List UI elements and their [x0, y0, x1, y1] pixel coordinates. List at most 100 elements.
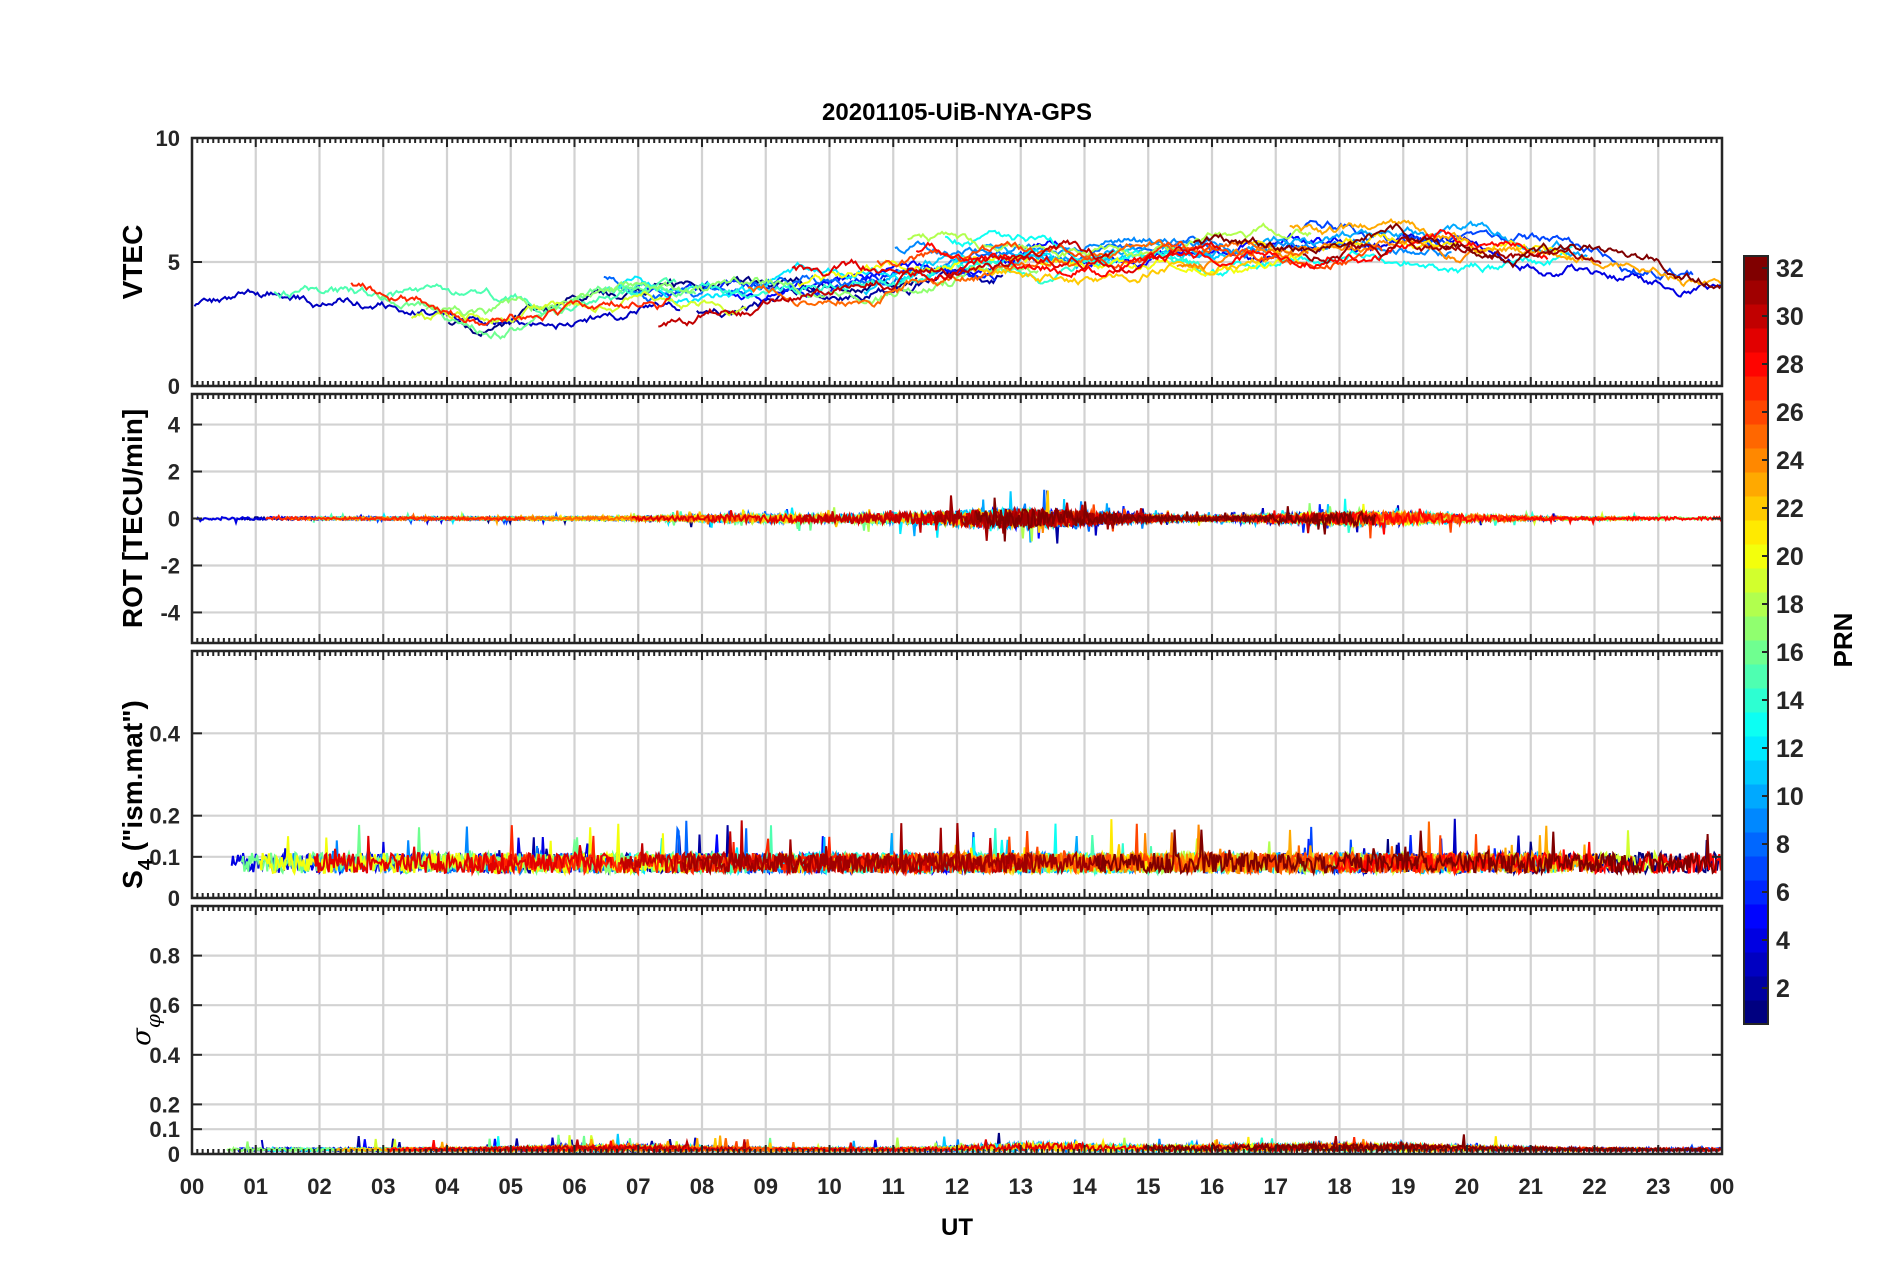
colorbar-tick-label: 30: [1776, 303, 1804, 331]
sigphi-y-tick-label: 0.1: [149, 1117, 180, 1142]
sigphi-y-tick-label: 0.6: [149, 993, 180, 1018]
sigphi-y-tick-label: 0: [168, 1142, 180, 1167]
colorbar-segment: [1744, 376, 1768, 401]
s4-series-prn-31: [681, 823, 1107, 876]
vtec-series-prn-28: [915, 228, 1549, 279]
colorbar-tick-label: 20: [1776, 543, 1804, 571]
rot-series-group: [195, 489, 1722, 544]
x-tick-label: 09: [754, 1174, 778, 1199]
x-tick-label: 17: [1264, 1174, 1288, 1199]
colorbar-tick-label: 2: [1776, 975, 1790, 1003]
x-tick-label: 19: [1391, 1174, 1415, 1199]
sigphi-y-axis-label-sub: φ: [141, 1014, 165, 1028]
vtec-series-prn-24: [1176, 238, 1472, 272]
x-tick-label: 10: [817, 1174, 841, 1199]
x-tick-label: 14: [1072, 1174, 1097, 1199]
vtec-series-prn-23: [1289, 218, 1722, 288]
x-tick-label: 07: [626, 1174, 650, 1199]
vtec-series-prn-13: [945, 229, 1573, 277]
vtec-series-prn-19: [410, 290, 747, 325]
colorbar-tick-label: 26: [1776, 399, 1804, 427]
x-tick-label: 23: [1646, 1174, 1670, 1199]
vtec-series-prn-32: [1192, 222, 1722, 290]
colorbar-tick-label: 12: [1776, 735, 1804, 763]
s4-y-axis-label-main: S: [117, 870, 148, 889]
vtec-y-tick-label: 10: [156, 126, 180, 151]
rot-y-tick-label: 0: [168, 507, 180, 532]
rot-y-tick-label: 2: [168, 460, 180, 485]
colorbar-segment: [1744, 760, 1768, 785]
colorbar-segment: [1744, 328, 1768, 353]
vtec-series-prn-29: [791, 240, 1222, 283]
x-tick-label: 18: [1327, 1174, 1351, 1199]
s4-y-axis-label-sub: 4: [135, 858, 157, 870]
vtec-y-axis-label: VTEC: [117, 225, 148, 300]
vtec-series-prn-22: [970, 250, 1282, 286]
rot-y-tick-label: -4: [160, 600, 180, 625]
vtec-series-prn-15: [273, 277, 677, 316]
x-tick-label: 00: [1710, 1174, 1734, 1199]
vtec-series-group: [193, 218, 1722, 340]
x-tick-label: 04: [435, 1174, 460, 1199]
rot-y-axis-label: ROT [TECU/min]: [117, 409, 148, 628]
colorbar-tick-label: 32: [1776, 255, 1804, 283]
colorbar-segment: [1744, 904, 1768, 929]
s4-y-axis-label: S4 ("ism.mat"): [117, 700, 157, 889]
s4-y-tick-label: 0.4: [149, 721, 180, 746]
x-tick-label: 11: [882, 1174, 905, 1199]
x-tick-label: 02: [307, 1174, 331, 1199]
x-tick-label: 12: [945, 1174, 969, 1199]
x-tick-label: 01: [244, 1174, 268, 1199]
colorbar-label: PRN: [1828, 613, 1858, 668]
colorbar-segment: [1744, 616, 1768, 641]
x-tick-label: 22: [1582, 1174, 1606, 1199]
colorbar-segment: [1744, 712, 1768, 737]
x-axis: 00 01 02 03 04 05 06 07 08 09 10 11 12 13 14 15 16 17 18 19…: [180, 1174, 1734, 1199]
x-tick-label: 21: [1519, 1174, 1543, 1199]
colorbar-segment: [1744, 808, 1768, 833]
x-tick-label: 16: [1200, 1174, 1224, 1199]
sigphi-y-axis-label: σφ: [127, 1014, 165, 1046]
rot-series-prn-32: [974, 497, 1377, 542]
colorbar-segment: [1744, 952, 1768, 977]
x-axis-label: UT: [941, 1214, 973, 1241]
x-tick-label: 08: [690, 1174, 714, 1199]
rot-y-tick-label: -2: [160, 553, 180, 578]
sigphi-y-tick-label: 0.4: [149, 1043, 180, 1068]
sigphi-y-axis-label-main: σ: [127, 1027, 157, 1046]
colorbar-segment: [1744, 520, 1768, 545]
x-tick-label: 03: [371, 1174, 395, 1199]
colorbar-segment: [1744, 280, 1768, 305]
s4-y-axis-label-suffix: ("ism.mat"): [117, 700, 148, 859]
s4-y-tick-label: 0: [168, 886, 180, 911]
vtec-series-prn-18: [907, 222, 1312, 259]
x-tick-label: 00: [180, 1174, 204, 1199]
colorbar-segment: [1744, 568, 1768, 593]
s4-series-group: [230, 818, 1722, 878]
s4-panel: 00.10.20.4S4 ("ism.mat"): [117, 649, 1724, 911]
colorbar-tick-label: 14: [1776, 687, 1804, 715]
vtec-series-prn-12: [601, 248, 1053, 305]
colorbar-tick-label: 24: [1776, 447, 1804, 475]
vtec-series-prn-30: [658, 239, 1115, 328]
colorbar-tick-label: 10: [1776, 783, 1804, 811]
x-tick-label: 06: [562, 1174, 586, 1199]
colorbar-frame: [1743, 255, 1769, 1025]
colorbar-segment: [1744, 664, 1768, 689]
rot-series-prn-27: [265, 513, 526, 522]
x-tick-label: 20: [1455, 1174, 1479, 1199]
x-tick-label: 15: [1136, 1174, 1160, 1199]
colorbar-segment: [1744, 424, 1768, 449]
colorbar-segment: [1744, 1000, 1768, 1025]
colorbar-tick-label: 18: [1776, 591, 1804, 619]
colorbar-segment: [1744, 856, 1768, 881]
colorbar-tick-label: 28: [1776, 351, 1804, 379]
vtec-y-tick-label: 0: [168, 374, 180, 399]
vtec-series-prn-14: [617, 247, 1202, 300]
colorbar-tick-label: 8: [1776, 831, 1790, 859]
colorbar-tick-label: 6: [1776, 879, 1790, 907]
rot-panel: -4 -2 0 2 4 ROT [TECU/min]: [117, 392, 1724, 645]
sigphi-panel: 00.10.2 0.4 0.6 0.8 σφ: [127, 904, 1724, 1167]
